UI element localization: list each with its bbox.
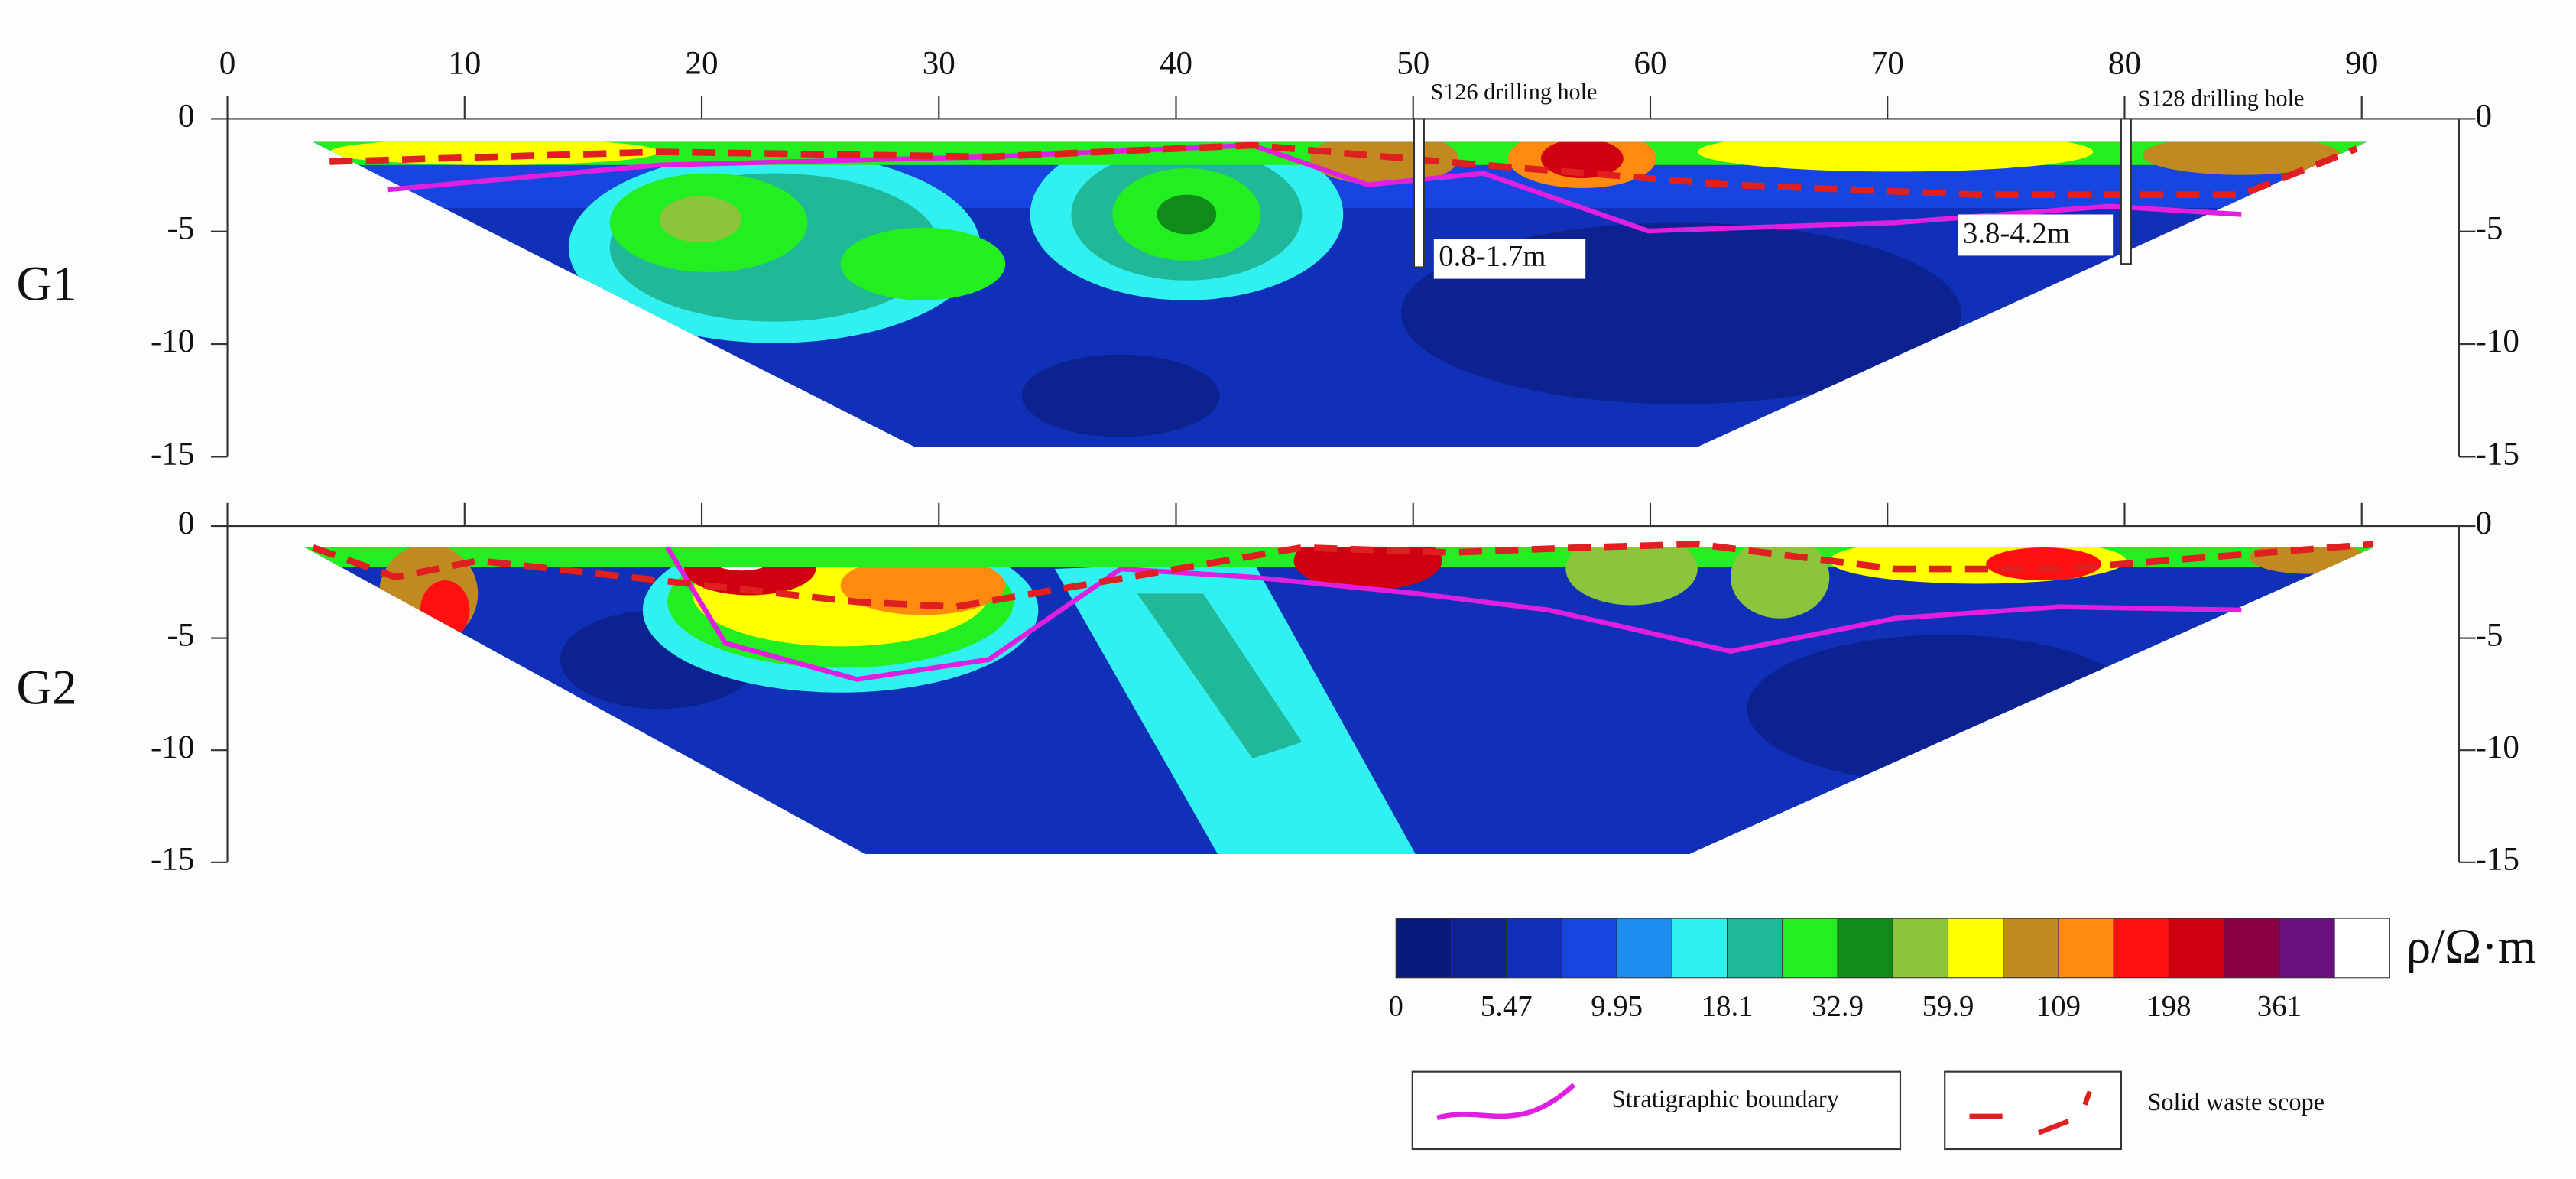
legend-line bbox=[1436, 1083, 1576, 1121]
y-tick-label: 0 bbox=[2475, 505, 2492, 541]
colorbar-tick-label: 32.9 bbox=[1812, 990, 1864, 1023]
x-tick-label: 30 bbox=[923, 45, 955, 81]
colorbar-tick-label: 5.47 bbox=[1481, 990, 1533, 1023]
y-tick-label: -15 bbox=[2475, 842, 2519, 878]
colorbar-swatch bbox=[2279, 918, 2335, 979]
colorbar-tick-label: 18.1 bbox=[1702, 990, 1754, 1023]
x-tick-label: 90 bbox=[2345, 45, 2378, 81]
panel-label: G2 bbox=[17, 660, 77, 715]
y-tick-label: 0 bbox=[2475, 98, 2492, 134]
colorbar-tick-label: 361 bbox=[2257, 990, 2302, 1023]
annotation: 0.8-1.7m bbox=[1439, 240, 1546, 273]
y-tick-label: -5 bbox=[167, 211, 194, 247]
x-tick-label: 40 bbox=[1160, 45, 1192, 81]
colorbar-tick-label: 198 bbox=[2146, 990, 2191, 1023]
colorbar-swatch bbox=[2058, 918, 2114, 979]
colorbar-tick-label: 9.95 bbox=[1591, 990, 1643, 1023]
annotation-box bbox=[1433, 239, 1586, 279]
stratigraphic-boundary bbox=[665, 546, 2242, 682]
y-tick-label: -15 bbox=[151, 436, 194, 472]
drilling-hole bbox=[1413, 118, 1425, 268]
y-tick-label: 0 bbox=[178, 98, 195, 134]
colorbar-swatch bbox=[2113, 918, 2169, 979]
y-tick-label: 0 bbox=[178, 505, 195, 541]
colorbar-swatch bbox=[2224, 918, 2280, 979]
colorbar-swatch bbox=[2003, 918, 2059, 979]
legend-line bbox=[1969, 1090, 2092, 1135]
legend-box bbox=[1944, 1070, 2122, 1151]
colorbar-tick-label: 109 bbox=[2036, 990, 2081, 1023]
colorbar-title: ρ/Ω·m bbox=[2406, 918, 2536, 973]
y-tick-label: -10 bbox=[2475, 323, 2519, 359]
y-tick-label: -15 bbox=[151, 842, 194, 878]
drilling-hole bbox=[2120, 118, 2132, 265]
panel-label: G1 bbox=[17, 255, 77, 310]
x-tick-label: 50 bbox=[1397, 45, 1429, 81]
legend-box bbox=[1411, 1070, 1902, 1151]
solid-waste-scope bbox=[329, 141, 2358, 198]
y-tick-label: -10 bbox=[151, 323, 194, 359]
y-tick-label: -5 bbox=[167, 617, 194, 653]
colorbar-swatch bbox=[1671, 918, 1728, 979]
colorbar-swatch bbox=[1561, 918, 1617, 979]
y-tick-label: -5 bbox=[2475, 617, 2503, 653]
solid-waste-scope bbox=[312, 541, 2374, 610]
colorbar-swatch bbox=[1892, 918, 1949, 979]
annotation: S126 drilling hole bbox=[1431, 79, 1598, 105]
colorbar-swatch bbox=[1395, 918, 1452, 979]
legend-label: Solid waste scope bbox=[2147, 1088, 2325, 1116]
colorbar-swatch bbox=[1616, 918, 1672, 979]
x-tick-label: 0 bbox=[219, 45, 236, 81]
colorbar-swatch bbox=[1947, 918, 2004, 979]
section-g1 bbox=[313, 141, 2367, 447]
x-tick-label: 10 bbox=[448, 45, 481, 81]
x-tick-label: 20 bbox=[685, 45, 718, 81]
colorbar-swatch bbox=[1837, 918, 1893, 979]
y-tick-label: -10 bbox=[151, 729, 194, 765]
annotation: 3.8-4.2m bbox=[1963, 216, 2070, 249]
y-tick-label: -5 bbox=[2475, 211, 2503, 247]
legend-label: Stratigraphic boundary bbox=[1612, 1085, 1840, 1112]
colorbar-tick-label: 0 bbox=[1389, 990, 1403, 1023]
x-tick-label: 70 bbox=[1871, 45, 1904, 81]
colorbar-swatch bbox=[1782, 918, 1838, 979]
y-tick-label: -10 bbox=[2475, 729, 2519, 765]
x-tick-label: 80 bbox=[2108, 45, 2141, 81]
colorbar-swatch bbox=[2168, 918, 2225, 979]
colorbar-tick-label: 59.9 bbox=[1922, 990, 1974, 1023]
x-tick-label: 60 bbox=[1634, 45, 1666, 81]
colorbar-swatch bbox=[1506, 918, 1562, 979]
y-tick-label: -15 bbox=[2475, 436, 2519, 472]
annotation-box bbox=[1958, 214, 2114, 256]
annotation: S128 drilling hole bbox=[2137, 86, 2304, 112]
colorbar-swatch bbox=[1450, 918, 1507, 979]
colorbar-swatch bbox=[2334, 918, 2390, 979]
colorbar-swatch bbox=[1727, 918, 1783, 979]
